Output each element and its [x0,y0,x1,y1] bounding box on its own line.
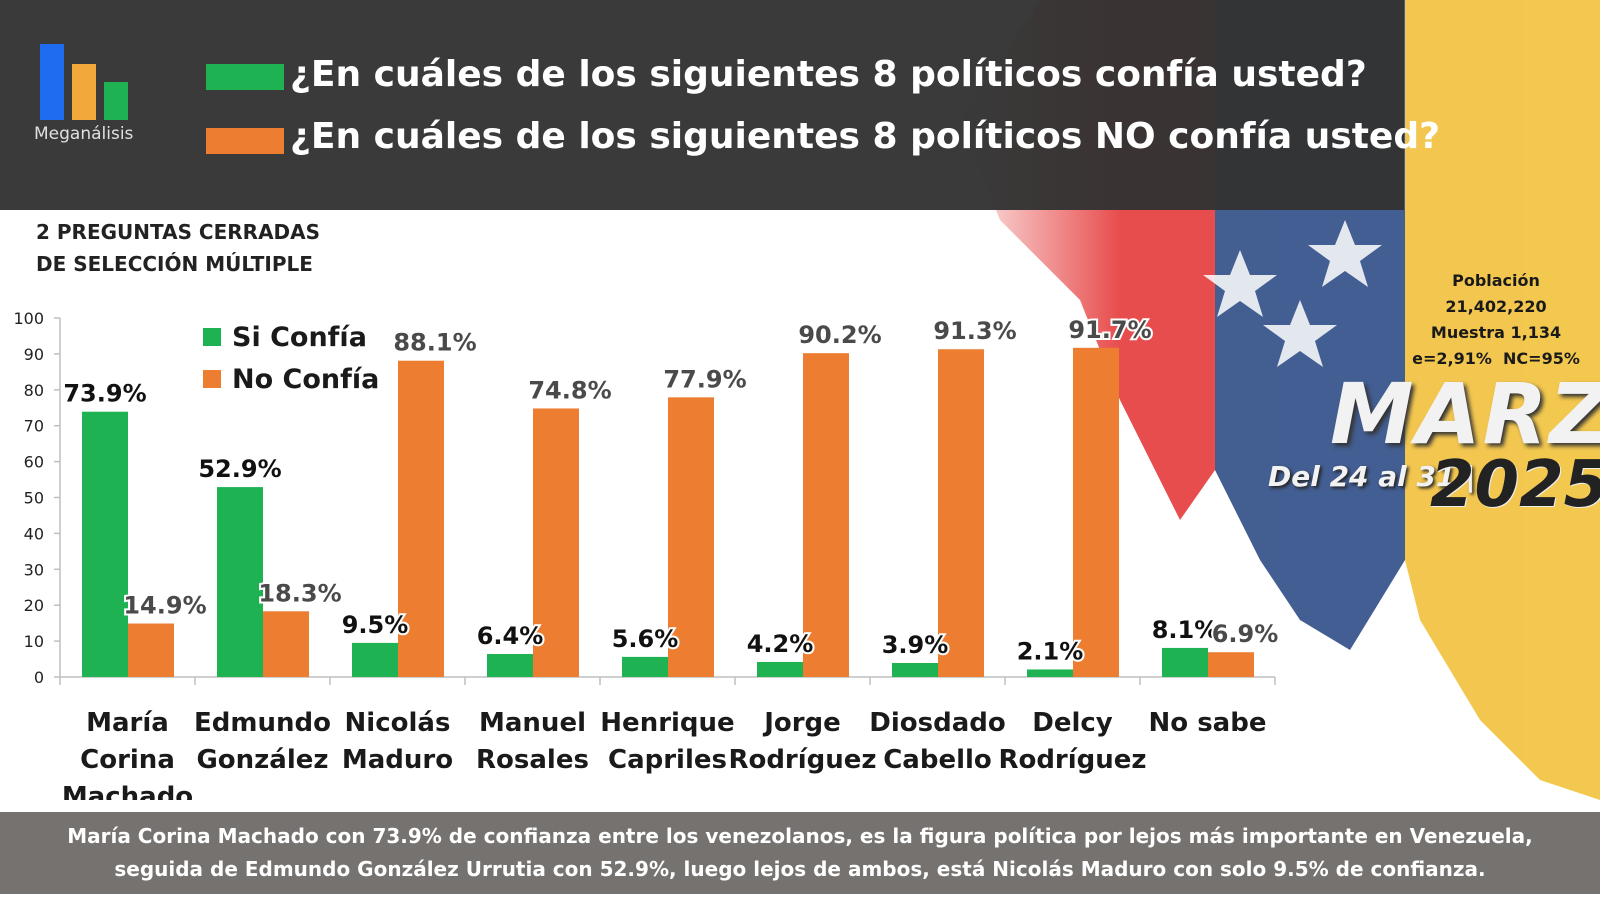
data-label: 74.8% [528,376,611,404]
category-label: González [196,745,328,775]
category-label: Henrique [600,708,734,738]
question-trust: ¿En cuáles de los siguientes 8 políticos… [290,54,1367,95]
survey-month: MARZO [1330,365,1600,463]
data-label: 91.7% [1068,316,1151,344]
category-label: Corina [80,745,175,775]
data-label: 3.9% [882,631,949,659]
data-label: 73.9% [63,380,146,408]
category-label: Manuel [479,708,586,738]
bar-distrust [398,360,444,677]
y-tick-label: 20 [24,596,44,615]
data-label: 6.9% [1212,620,1279,648]
data-label: 91.3% [933,317,1016,345]
category-label: Maduro [342,745,453,775]
subtitle-line-2: DE SELECCIÓN MÚLTIPLE [36,252,313,276]
category-label: Nicolás [345,708,451,738]
meganalisis-logo: Meganálisis [30,40,150,150]
bar-trust [892,662,938,677]
legend-label: Si Confía [232,322,367,353]
category-label: Rodríguez [728,745,876,775]
y-tick-label: 80 [24,381,44,400]
question-distrust: ¿En cuáles de los siguientes 8 políticos… [290,116,1440,157]
y-tick-label: 100 [13,309,44,328]
y-tick-label: 50 [24,489,44,508]
data-label: 90.2% [798,321,881,349]
category-label: Rosales [476,745,589,775]
bar-distrust [263,611,309,677]
population-value: 21,402,220 [1445,297,1547,316]
bar-distrust [128,623,174,677]
survey-dates: Del 24 al 31 | [1268,460,1476,493]
bar-distrust [1208,652,1254,677]
chart-legend: Si Confía No Confía [203,322,379,395]
y-tick-label: 60 [24,453,44,472]
footer-line-1: María Corina Machado con 73.9% de confia… [67,824,1533,848]
subtitle-line-1: 2 PREGUNTAS CERRADAS [36,220,321,244]
data-label: 88.1% [393,329,476,357]
legend-label: No Confía [232,364,379,395]
bar-trust [757,661,803,677]
survey-stats: Población 21,402,220 Muestra 1,134 e=2,9… [1406,268,1586,372]
data-label: 9.5% [342,611,409,639]
population-label: Población [1452,271,1540,290]
distrust-swatch [206,128,284,154]
category-label: Edmundo [194,708,331,738]
footer-summary: María Corina Machado con 73.9% de confia… [0,812,1600,894]
bar-distrust [938,349,984,677]
category-label: María [86,708,169,738]
category-label: Cabello [883,745,992,775]
bar-distrust [1073,347,1119,677]
sample-size: Muestra 1,134 [1430,323,1562,342]
category-label: Diosdado [869,708,1005,738]
y-tick-label: 40 [24,524,44,543]
legend-swatch [203,328,221,346]
data-label: 77.9% [663,365,746,393]
survey-year: 2025 [1430,448,1600,522]
bar-distrust [533,408,579,677]
bar-distrust [668,397,714,677]
bar-trust [217,487,263,677]
header-banner: Meganálisis ¿En cuáles de los siguientes… [0,0,1440,210]
bar-trust [1162,647,1208,677]
bar-trust [1027,669,1073,677]
data-label: 6.4% [477,622,544,650]
y-tick-label: 30 [24,560,44,579]
y-tick-label: 10 [24,632,44,651]
category-label: Delcy [1032,708,1113,738]
data-label: 5.6% [612,625,679,653]
subtitle: 2 PREGUNTAS CERRADAS DE SELECCIÓN MÚLTIP… [36,216,320,280]
footer-line-2: seguida de Edmundo González Urrutia con … [114,857,1486,881]
data-label: 8.1% [1152,616,1219,644]
bar-trust [622,656,668,677]
trust-swatch [206,64,284,90]
category-label: Capriles [608,745,727,775]
data-label: 14.9% [123,592,206,620]
category-label: Rodríguez [998,745,1146,775]
category-label: No sabe [1149,708,1267,738]
error-margin: e=2,91% NC=95% [1412,349,1580,368]
bar-trust [352,642,398,677]
bar-trust [487,654,533,677]
y-tick-label: 70 [24,417,44,436]
data-label: 52.9% [198,455,281,483]
chart-labels: María Corina Machado 73.9% 14.9% Edmundo Gonzá… [61,314,1280,800]
bar-trust [82,411,128,677]
bar-chart: 0 10 20 30 40 50 60 70 80 90 100 María Corina Machad… [13,309,1280,800]
brand-name: Meganálisis [34,124,134,144]
data-label: 2.1% [1017,637,1084,665]
y-tick-label: 90 [24,345,44,364]
data-label: 4.2% [747,630,814,658]
y-tick-label: 0 [34,668,44,687]
category-label: Jorge [762,708,841,738]
category-label: Machado [62,782,193,800]
legend-swatch [203,370,221,388]
bar-distrust [803,353,849,677]
data-label: 18.3% [258,579,341,607]
chart-bars [82,347,1254,677]
